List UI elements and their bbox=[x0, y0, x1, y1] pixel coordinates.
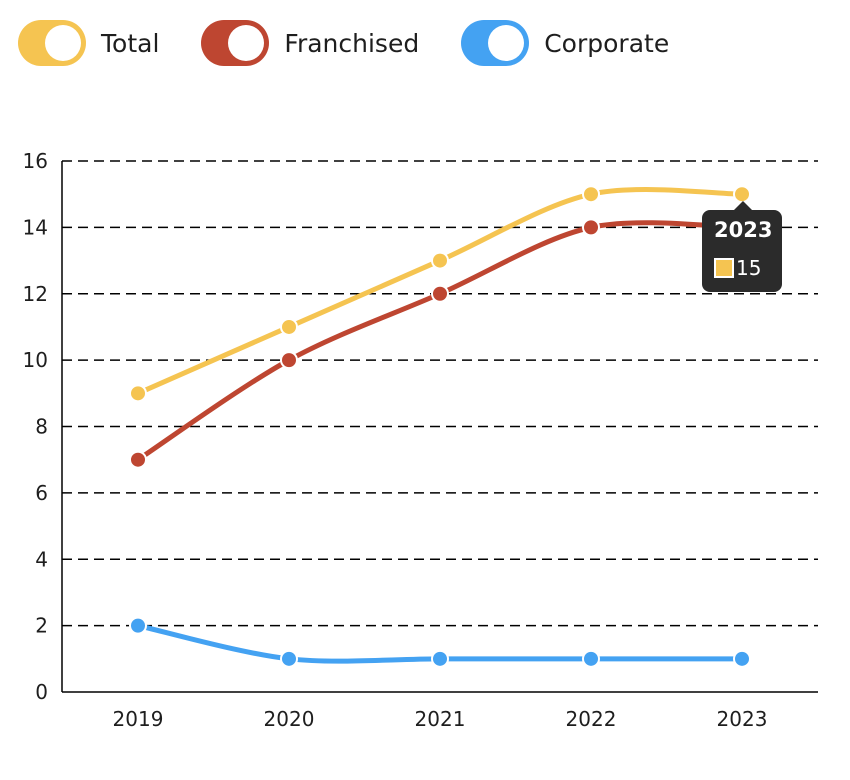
data-point-corporate bbox=[582, 649, 600, 668]
toggle-knob bbox=[45, 25, 81, 61]
y-tick-label: 16 bbox=[23, 149, 48, 173]
data-point-total bbox=[582, 185, 600, 204]
legend-item-total[interactable]: Total bbox=[18, 20, 159, 66]
toggle-total[interactable] bbox=[18, 20, 86, 66]
toggle-knob bbox=[488, 25, 525, 61]
data-point-corporate bbox=[280, 649, 298, 668]
x-tick-label: 2022 bbox=[566, 707, 617, 731]
data-point-franchised bbox=[129, 450, 147, 469]
y-tick-label: 2 bbox=[35, 614, 48, 638]
y-tick-label: 6 bbox=[35, 481, 48, 505]
tooltip: 2023 15 bbox=[702, 201, 782, 292]
data-point-corporate bbox=[431, 649, 449, 668]
x-tick-label: 2019 bbox=[113, 707, 164, 731]
data-point-franchised bbox=[582, 218, 600, 237]
legend-label-corporate: Corporate bbox=[544, 28, 670, 58]
tooltip-swatch bbox=[714, 258, 734, 278]
y-tick-label: 0 bbox=[35, 680, 48, 704]
toggle-knob bbox=[228, 25, 265, 61]
legend-item-franchised[interactable]: Franchised bbox=[201, 20, 419, 66]
legend-label-total: Total bbox=[101, 28, 160, 58]
legend-item-corporate[interactable]: Corporate bbox=[461, 20, 669, 66]
toggle-franchised[interactable] bbox=[201, 20, 270, 66]
legend: Total Franchised Corporate bbox=[18, 20, 711, 66]
y-tick-label: 10 bbox=[23, 348, 48, 372]
tooltip-row: 15 bbox=[714, 256, 761, 280]
data-point-total bbox=[280, 317, 298, 336]
x-tick-label: 2023 bbox=[717, 707, 768, 731]
y-tick-label: 8 bbox=[35, 415, 48, 439]
data-point-franchised bbox=[280, 351, 298, 370]
data-point-total bbox=[733, 185, 751, 204]
y-tick-label: 12 bbox=[23, 282, 48, 306]
y-tick-label: 4 bbox=[35, 547, 48, 571]
x-tick-label: 2020 bbox=[264, 707, 315, 731]
tooltip-title: 2023 bbox=[714, 218, 773, 242]
y-tick-label: 14 bbox=[23, 215, 48, 239]
data-point-franchised bbox=[431, 284, 449, 303]
data-point-corporate bbox=[733, 649, 751, 668]
data-point-corporate bbox=[129, 616, 147, 635]
data-point-total bbox=[129, 384, 147, 403]
toggle-corporate[interactable] bbox=[461, 20, 530, 66]
data-point-total bbox=[431, 251, 449, 270]
tooltip-value: 15 bbox=[736, 256, 762, 280]
x-tick-label: 2021 bbox=[415, 707, 466, 731]
legend-label-franchised: Franchised bbox=[284, 28, 420, 58]
